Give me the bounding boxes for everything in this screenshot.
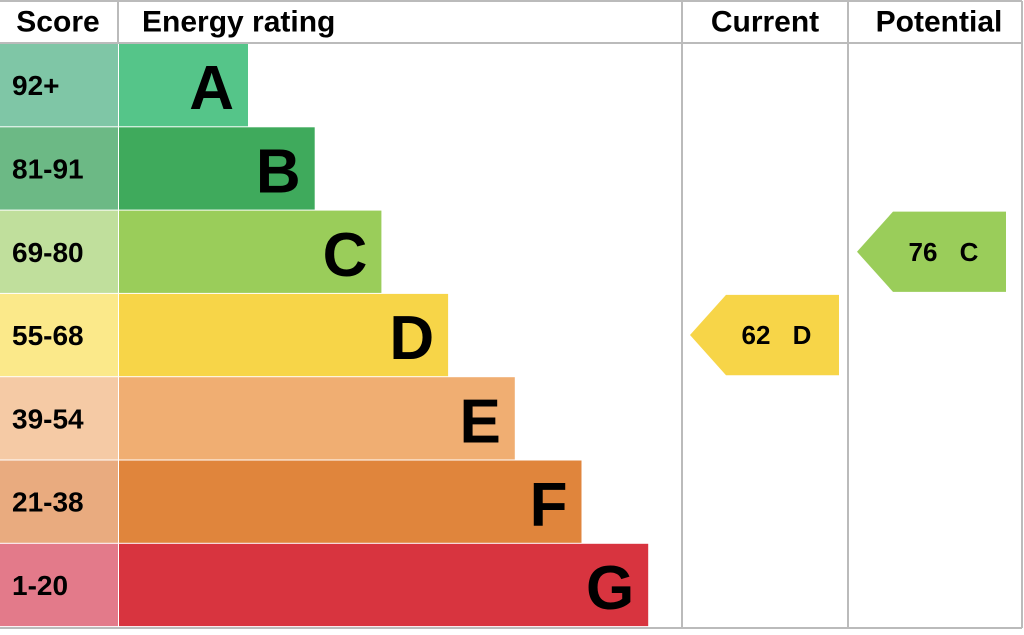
rating-bar xyxy=(119,44,248,127)
score-cell xyxy=(0,377,118,460)
potential-score: 76 xyxy=(909,237,938,267)
potential-band: C xyxy=(960,237,979,267)
rating-bar xyxy=(119,543,649,627)
score-cell xyxy=(0,460,118,543)
score-label: 92+ xyxy=(12,70,60,101)
header-potential: Potential xyxy=(876,6,1003,39)
current-arrow xyxy=(690,294,839,376)
score-label: 39-54 xyxy=(12,403,84,434)
rating-letter: G xyxy=(586,554,634,623)
potential-arrow xyxy=(857,211,1006,292)
score-label: 55-68 xyxy=(12,320,84,351)
rating-letter: D xyxy=(389,304,434,373)
rating-letter: B xyxy=(256,137,301,206)
rating-letter: C xyxy=(323,221,368,290)
score-cell xyxy=(0,44,118,127)
score-cell xyxy=(0,543,118,627)
current-band: D xyxy=(793,320,812,350)
header-current: Current xyxy=(711,6,819,39)
header-rating: Energy rating xyxy=(142,6,335,39)
score-cell xyxy=(0,293,118,377)
rating-letter: E xyxy=(459,387,500,456)
score-label: 1-20 xyxy=(12,570,68,601)
rating-letter: F xyxy=(530,471,568,540)
header-score: Score xyxy=(16,6,99,39)
rating-letter: A xyxy=(189,54,234,123)
rating-bar xyxy=(119,293,449,377)
rating-bar xyxy=(119,127,315,210)
score-label: 69-80 xyxy=(12,237,84,268)
score-label: 21-38 xyxy=(12,487,84,518)
score-cell xyxy=(0,127,118,210)
current-score: 62 xyxy=(742,320,771,350)
rating-bar xyxy=(119,460,582,543)
rating-bar xyxy=(119,210,382,293)
score-cell xyxy=(0,210,118,293)
rating-bar xyxy=(119,377,515,460)
score-label: 81-91 xyxy=(12,153,84,184)
